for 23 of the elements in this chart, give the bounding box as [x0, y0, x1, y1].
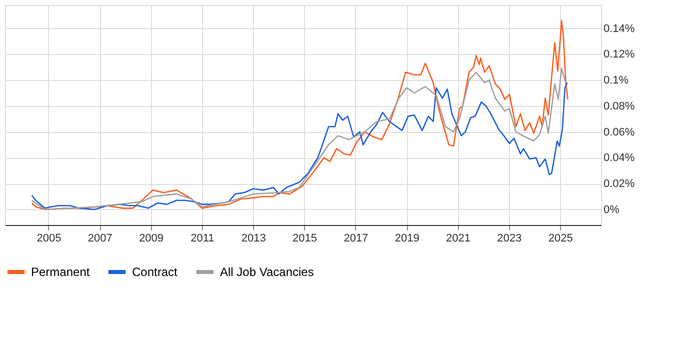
x-tick-label: 2017: [344, 232, 368, 244]
x-tick-label: 2013: [241, 232, 266, 244]
x-tick-label: 2023: [497, 232, 522, 244]
x-tick-label: 2015: [292, 232, 318, 244]
legend-label: Permanent: [31, 265, 90, 279]
y-tick-label: 0.1%: [604, 74, 629, 87]
x-tick-label: 2025: [548, 232, 573, 244]
y-tick-label: 0.12%: [604, 48, 635, 61]
y-tick-label: 0.04%: [604, 152, 635, 164]
y-tick-label: 0.02%: [604, 178, 635, 190]
legend-label: All Job Vacancies: [220, 265, 314, 279]
x-tick-label: 2007: [88, 232, 112, 244]
legend-label: Contract: [132, 265, 178, 279]
y-tick-label: 0%: [604, 204, 620, 216]
y-tick-label: 0.08%: [604, 100, 635, 112]
x-tick-label: 2021: [446, 232, 470, 244]
y-tick-label: 0.06%: [604, 126, 635, 138]
x-tick-label: 2005: [36, 232, 62, 244]
x-tick-label: 2011: [190, 232, 214, 244]
x-tick-label: 2019: [394, 232, 420, 244]
y-tick-label: 0.14%: [604, 22, 635, 35]
line-series: [31, 20, 568, 210]
x-tick-label: 2009: [139, 232, 164, 244]
